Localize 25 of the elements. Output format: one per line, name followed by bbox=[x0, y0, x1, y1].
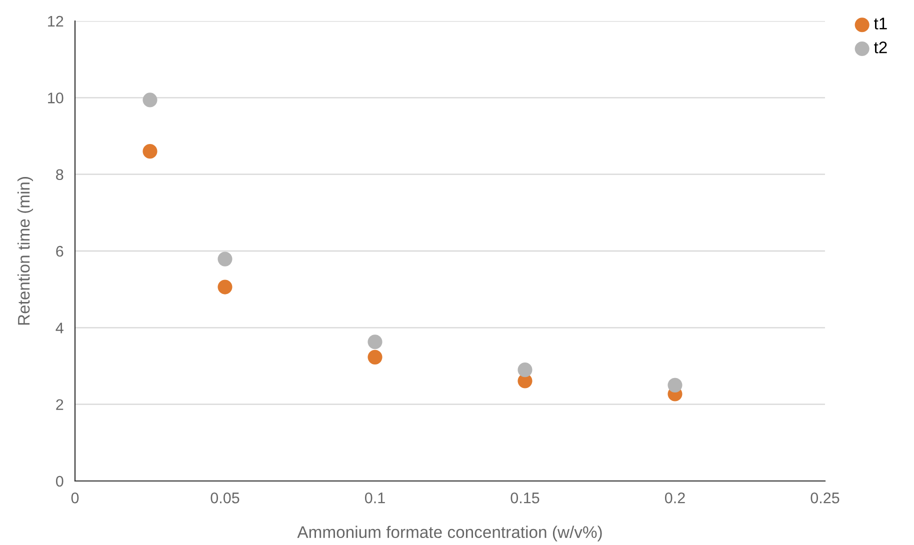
point bbox=[368, 350, 382, 364]
y-tick-label: 12 bbox=[48, 16, 64, 27]
x-tick-label: 0.25 bbox=[810, 492, 840, 504]
legend-label: t1 bbox=[874, 18, 887, 30]
x-tick-label: 0.1 bbox=[364, 492, 385, 504]
point bbox=[368, 334, 382, 350]
y-tick-label: 6 bbox=[56, 246, 64, 257]
y-tick-label: 10 bbox=[48, 92, 64, 104]
x-axis-title: Ammonium formate concentration (w/v%) bbox=[297, 526, 602, 542]
y-tick-label: 4 bbox=[56, 322, 64, 334]
y-tick-label: 8 bbox=[56, 169, 64, 180]
y-tick-label: 2 bbox=[56, 399, 64, 410]
point bbox=[142, 144, 158, 159]
y-tick-label: 0 bbox=[56, 476, 64, 487]
y-axis-title: Retention time (min) bbox=[17, 177, 33, 325]
point bbox=[218, 280, 232, 294]
point bbox=[218, 252, 232, 266]
legend-label: t2 bbox=[874, 42, 887, 54]
x-tick-label: 0.05 bbox=[210, 492, 240, 504]
point bbox=[518, 362, 532, 378]
point bbox=[142, 92, 158, 108]
point bbox=[668, 378, 682, 392]
x-tick-label: 0 bbox=[71, 492, 79, 504]
x-tick-label: 0.2 bbox=[664, 492, 685, 504]
x-tick-label: 0.15 bbox=[510, 492, 540, 504]
